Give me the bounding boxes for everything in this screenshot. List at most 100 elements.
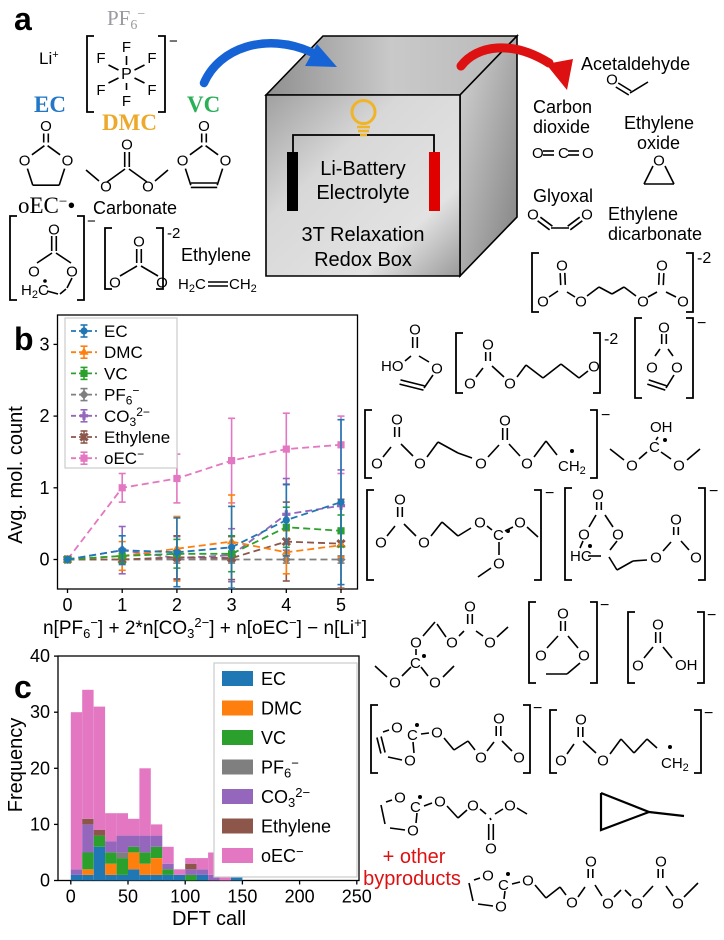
svg-text:Electrolyte: Electrolyte [316,182,409,204]
svg-text:O: O [375,534,387,551]
svg-text:O: O [414,455,426,472]
svg-text:O: O [100,178,112,195]
svg-text:O: O [566,894,578,911]
svg-text:O: O [493,710,505,727]
svg-text:dicarbonate: dicarbonate [608,224,702,244]
svg-text:O: O [532,145,544,162]
svg-text:O: O [109,274,121,291]
svg-text:2: 2 [172,595,182,615]
svg-text:O: O [592,486,604,503]
svg-text:O: O [655,853,667,870]
svg-text:EC: EC [34,92,66,117]
svg-text:oEC−: oEC− [261,844,304,866]
svg-text:O: O [389,674,401,691]
svg-text:O: O [602,895,614,912]
svg-text:O: O [394,789,406,806]
svg-text:O: O [535,647,547,664]
svg-text:O: O [474,514,486,531]
svg-text:10: 10 [30,814,50,834]
svg-text:O: O [446,634,458,651]
svg-text:O: O [588,358,600,375]
svg-text:200: 200 [285,887,315,907]
svg-text:Ethylene: Ethylene [608,204,678,224]
svg-text:O: O [670,511,682,528]
svg-text:b: b [14,321,34,357]
svg-text:-2: -2 [167,225,180,242]
svg-text:O: O [637,293,649,310]
svg-text:DMC: DMC [104,343,143,362]
svg-text:O: O [28,263,40,280]
svg-text:-2: -2 [697,250,711,267]
svg-text:O: O [391,719,403,736]
svg-text:O: O [484,634,496,651]
svg-text:O: O [418,534,430,551]
svg-text:O: O [464,375,476,392]
svg-text:O: O [485,840,497,857]
svg-text:DFT call: DFT call [172,908,246,930]
svg-text:O: O [409,321,421,338]
svg-text:−: − [545,485,554,502]
svg-text:O: O [493,555,505,572]
svg-text:O: O [482,336,494,353]
svg-text:0: 0 [62,595,72,615]
svg-text:O: O [467,797,479,814]
svg-text:Avg. mol. count: Avg. mol. count [5,406,27,544]
svg-text:F: F [96,82,105,99]
svg-text:OH: OH [675,657,698,674]
svg-text:O: O [631,895,643,912]
svg-text:Frequency: Frequency [5,718,27,813]
svg-text:O: O [62,152,74,169]
svg-text:O: O [672,895,684,912]
svg-text:Redox Box: Redox Box [314,249,412,271]
svg-text:VC: VC [261,728,286,748]
svg-text:O: O [656,257,668,274]
svg-text:O: O [514,514,526,531]
svg-text:H2C: H2C [21,282,49,301]
svg-text:5: 5 [336,595,346,615]
svg-text:O: O [650,549,662,566]
svg-text:O: O [597,752,609,769]
svg-text:P: P [121,66,132,83]
svg-text:DMC: DMC [261,699,302,719]
svg-text:O: O [19,152,31,169]
svg-text:Li-Battery: Li-Battery [320,158,406,180]
svg-text:150: 150 [227,887,257,907]
svg-text:O: O [527,206,539,223]
svg-text:O: O [575,293,587,310]
svg-text:F: F [122,39,131,56]
svg-text:O: O [431,724,443,741]
svg-text:HC: HC [570,548,592,565]
svg-text:F: F [147,50,156,67]
svg-text:O: O [371,455,383,472]
svg-text:−: − [169,33,178,50]
svg-text:O: O [690,549,702,566]
svg-text:O: O [521,455,533,472]
svg-text:O: O [198,118,210,135]
svg-text:−: − [601,407,610,424]
svg-text:O: O [475,749,487,766]
svg-text:O: O [537,293,549,310]
svg-text:O: O [581,206,593,223]
svg-text:O: O [671,359,683,376]
svg-text:O: O [513,749,525,766]
svg-text:O: O [410,634,422,651]
svg-text:c: c [14,669,32,705]
svg-text:VC: VC [104,364,128,383]
svg-text:O: O [575,711,587,728]
svg-text:−: − [697,315,706,332]
svg-text:O: O [652,616,664,633]
svg-text:40: 40 [30,646,50,666]
svg-text:−: − [709,483,718,500]
svg-text:oxide: oxide [637,133,680,153]
svg-text:CH2: CH2 [661,755,689,774]
svg-text:O: O [606,71,618,88]
svg-text:dioxide: dioxide [533,117,590,137]
svg-text:O: O [475,455,487,472]
svg-text:O: O [482,867,494,884]
svg-text:O: O [142,178,154,195]
svg-text:O: O [133,233,145,250]
svg-text:O: O [504,797,516,814]
svg-text:O: O [407,822,419,839]
svg-text:O: O [653,152,665,169]
svg-text:1: 1 [39,478,49,498]
